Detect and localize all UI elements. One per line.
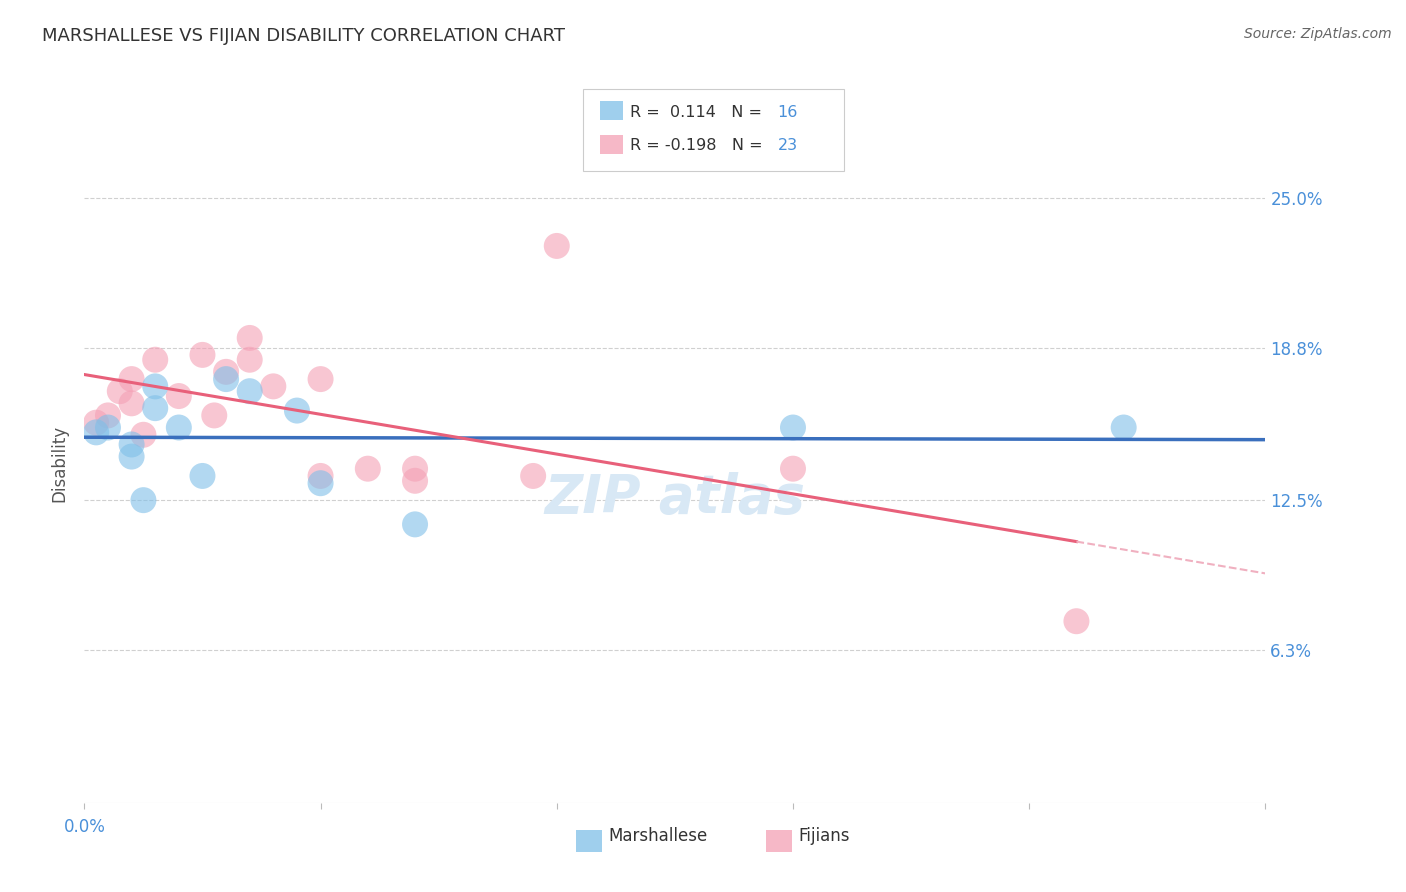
Point — [522, 469, 544, 483]
Point — [167, 389, 190, 403]
Text: R =  0.114   N =: R = 0.114 N = — [630, 105, 768, 120]
Point — [215, 372, 238, 386]
Point — [782, 420, 804, 434]
Point — [143, 379, 166, 393]
Point — [167, 420, 190, 434]
Point — [239, 384, 262, 399]
Point — [121, 437, 143, 451]
Point — [404, 461, 426, 475]
Point — [546, 239, 568, 253]
Point — [97, 409, 120, 423]
Point — [309, 372, 332, 386]
Point — [191, 348, 214, 362]
Point — [121, 396, 143, 410]
Point — [285, 403, 308, 417]
Text: Marshallese: Marshallese — [609, 827, 709, 845]
Point — [239, 331, 262, 345]
Point — [239, 352, 262, 367]
Point — [143, 352, 166, 367]
Text: R = -0.198   N =: R = -0.198 N = — [630, 138, 768, 153]
Point — [1066, 614, 1088, 628]
Point — [1112, 420, 1135, 434]
Text: ZIP atlas: ZIP atlas — [544, 472, 806, 524]
Text: 16: 16 — [778, 105, 797, 120]
Point — [132, 427, 155, 442]
Point — [404, 517, 426, 532]
Point — [84, 416, 107, 430]
Point — [121, 372, 143, 386]
Point — [262, 379, 284, 393]
Text: Fijians: Fijians — [799, 827, 851, 845]
Point — [357, 461, 380, 475]
Point — [404, 474, 426, 488]
Point — [143, 401, 166, 416]
Point — [309, 469, 332, 483]
Point — [215, 365, 238, 379]
Point — [132, 493, 155, 508]
Point — [108, 384, 131, 399]
Point — [782, 461, 804, 475]
Point — [97, 420, 120, 434]
Point — [309, 476, 332, 491]
Point — [121, 450, 143, 464]
Text: 0.0%: 0.0% — [63, 818, 105, 836]
Point — [191, 469, 214, 483]
Point — [84, 425, 107, 440]
Y-axis label: Disability: Disability — [51, 425, 69, 502]
Text: Source: ZipAtlas.com: Source: ZipAtlas.com — [1244, 27, 1392, 41]
Point — [202, 409, 225, 423]
Text: MARSHALLESE VS FIJIAN DISABILITY CORRELATION CHART: MARSHALLESE VS FIJIAN DISABILITY CORRELA… — [42, 27, 565, 45]
Text: 23: 23 — [778, 138, 797, 153]
